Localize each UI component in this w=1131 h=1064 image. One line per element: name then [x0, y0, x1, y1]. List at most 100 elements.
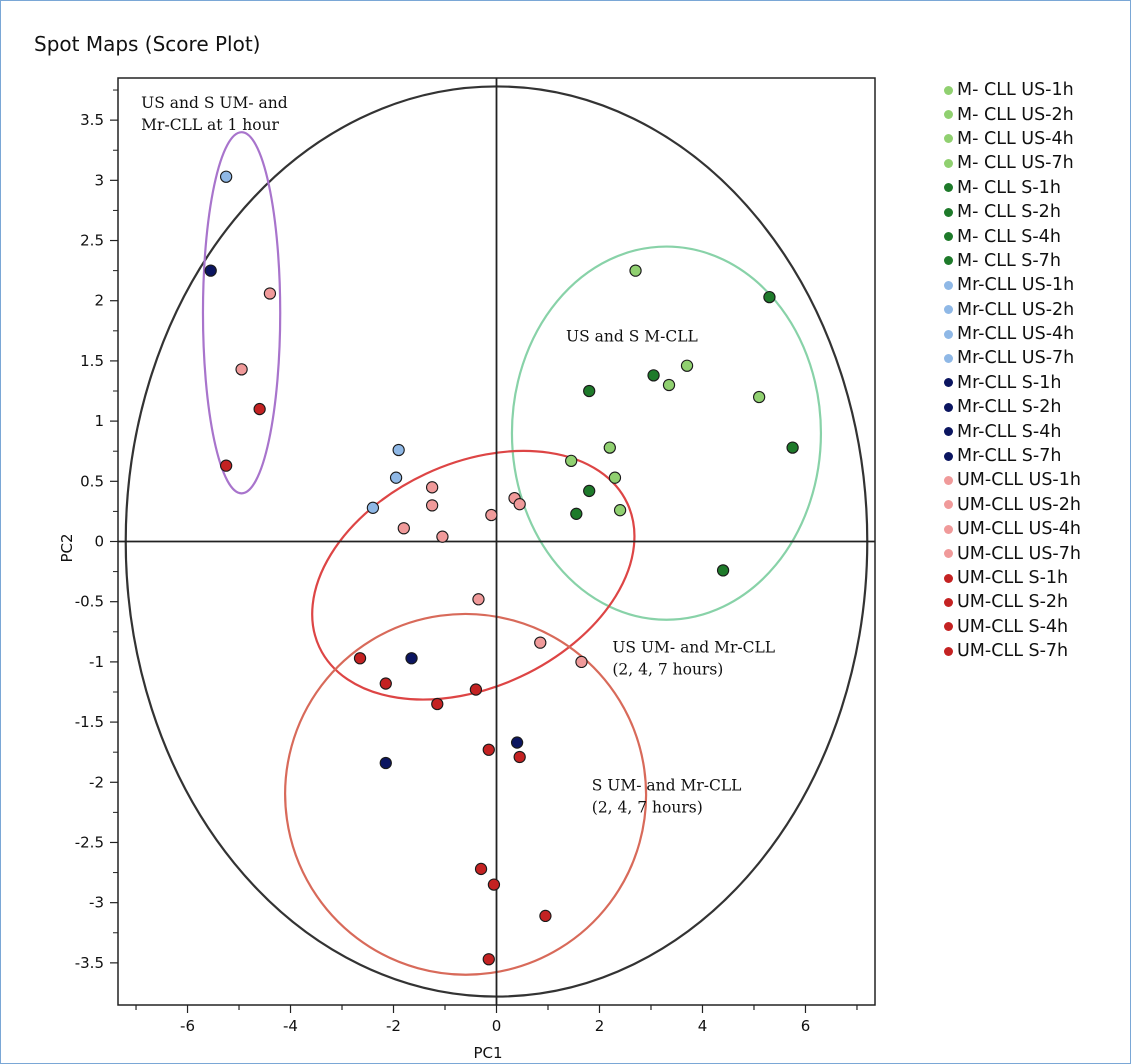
x-tick-label: 6: [801, 1017, 811, 1035]
legend-marker: [944, 402, 953, 412]
data-point: [392, 443, 405, 457]
panel-title: Spot Maps (Score Plot): [34, 32, 261, 56]
legend-marker: [944, 280, 953, 290]
y-tick-label: -2: [89, 773, 104, 791]
data-point: [263, 287, 277, 300]
legend-label: Mr-CLL S-1h: [957, 372, 1062, 393]
legend-label: UM-CLL US-7h: [957, 543, 1081, 564]
legend-item: M- CLL S-7h: [944, 249, 1129, 273]
legend-label: UM-CLL S-2h: [957, 592, 1069, 613]
data-point: [436, 530, 449, 543]
legend-item: UM-CLL US-4h: [944, 517, 1129, 541]
legend-item: Mr-CLL S-4h: [944, 419, 1129, 443]
legend-label: Mr-CLL US-2h: [957, 299, 1075, 320]
data-point: [570, 507, 583, 520]
data-point: [565, 454, 578, 467]
data-point: [485, 508, 498, 522]
legend-item: UM-CLL US-7h: [944, 541, 1129, 565]
legend-marker: [944, 232, 953, 242]
y-tick-label: -2.5: [75, 833, 104, 851]
legend-label: M- CLL S-2h: [957, 202, 1061, 223]
legend-item: Mr-CLL S-2h: [944, 395, 1129, 419]
data-point: [235, 363, 248, 376]
legend-item: M- CLL US-4h: [944, 127, 1129, 151]
data-point: [397, 522, 410, 535]
legend-marker: [944, 85, 953, 95]
legend-label: UM-CLL S-7h: [957, 641, 1069, 662]
zero-axes: [118, 78, 875, 1005]
data-point: [379, 677, 392, 690]
x-tick-label: -6: [180, 1017, 195, 1035]
ellipse-annotation: US and S M-CLL: [566, 328, 698, 346]
legend-marker: [944, 207, 953, 217]
legend-label: UM-CLL S-4h: [957, 616, 1069, 637]
data-point: [482, 743, 495, 756]
data-point: [608, 471, 622, 484]
legend-item: M- CLL US-1h: [944, 78, 1129, 102]
data-point: [425, 481, 439, 494]
legend-marker: [944, 427, 953, 437]
green-ellipse: [510, 245, 823, 621]
legend-item: M- CLL S-4h: [944, 224, 1129, 248]
y-tick-label: 2.5: [80, 232, 104, 250]
y-tick-label: 3: [94, 171, 104, 189]
legend-item: UM-CLL S-1h: [944, 566, 1129, 590]
legend-marker: [944, 134, 953, 144]
legend-marker: [944, 256, 953, 266]
data-point: [613, 504, 627, 517]
legend-item: M- CLL US-7h: [944, 151, 1129, 175]
data-point: [353, 652, 367, 665]
x-tick-label: -4: [283, 1017, 298, 1035]
data-point: [786, 441, 799, 454]
y-tick-label: 1: [94, 412, 104, 430]
data-point: [405, 652, 418, 665]
data-point: [513, 498, 526, 511]
legend-item: UM-CLL S-4h: [944, 615, 1129, 639]
y-tick-label: -0.5: [75, 593, 104, 611]
legend-marker: [944, 158, 953, 168]
legend-label: Mr-CLL US-1h: [957, 275, 1075, 296]
legend-label: UM-CLL US-2h: [957, 494, 1081, 515]
data-point: [469, 683, 483, 696]
y-tick-label: 0.5: [80, 472, 104, 490]
data-point: [510, 736, 524, 749]
data-point: [204, 264, 217, 277]
legend-marker: [944, 305, 953, 315]
legend-label: Mr-CLL US-4h: [957, 324, 1075, 345]
legend-label: M- CLL S-7h: [957, 250, 1061, 271]
legend-marker: [944, 353, 953, 363]
data-point: [379, 756, 392, 770]
y-tick-label: -3: [89, 894, 104, 912]
legend-marker: [944, 475, 953, 485]
data-point: [575, 655, 588, 669]
purple-ellipse: [201, 131, 282, 495]
data-point: [752, 390, 766, 404]
legend-label: M- CLL S-1h: [957, 177, 1061, 198]
data-point: [253, 402, 266, 416]
data-point: [431, 697, 444, 711]
ellipse-annotation: US and S UM- and Mr-CLL at 1 hour: [141, 94, 288, 134]
data-point: [716, 564, 730, 577]
data-point: [389, 471, 403, 484]
legend-item: Mr-CLL US-4h: [944, 322, 1129, 346]
data-point: [366, 501, 380, 514]
legend-label: UM-CLL US-4h: [957, 519, 1081, 540]
data-point: [763, 290, 776, 304]
legend-label: Mr-CLL S-7h: [957, 446, 1062, 467]
legend-item: UM-CLL US-1h: [944, 468, 1129, 492]
legend-marker: [944, 646, 953, 656]
x-axis-title: PC1: [473, 1044, 502, 1062]
y-tick-label: 3.5: [80, 111, 104, 129]
legend-marker: [944, 451, 953, 461]
legend-label: M- CLL US-1h: [957, 80, 1074, 101]
data-point: [647, 369, 660, 382]
y-tick-label: -1: [89, 653, 104, 671]
data-point: [474, 862, 488, 876]
legend-item: Mr-CLL US-2h: [944, 298, 1129, 322]
x-tick-label: 2: [595, 1017, 605, 1035]
data-point: [513, 750, 526, 764]
pink-ellipse: [311, 449, 636, 701]
data-point: [482, 953, 495, 966]
legend-item: Mr-CLL S-1h: [944, 371, 1129, 395]
